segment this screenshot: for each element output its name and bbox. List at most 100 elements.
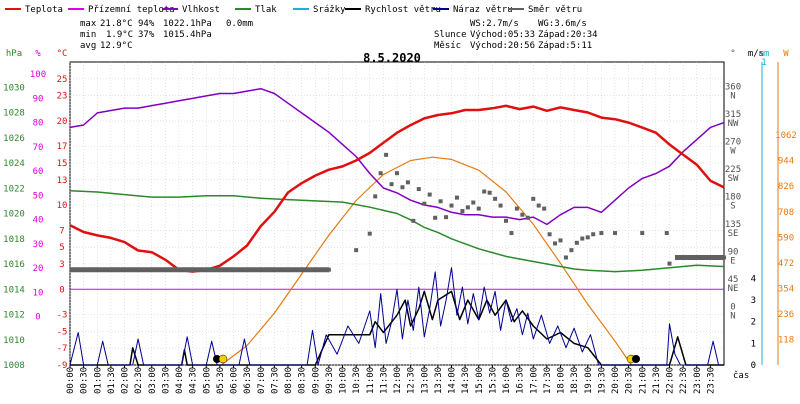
- axis-tick-hpa: 1016: [3, 260, 25, 270]
- axis-tick-wm2: 354: [778, 284, 794, 294]
- axis-tick-pct: 10: [33, 288, 44, 298]
- x-tick-label: 04:30: [189, 367, 199, 394]
- x-tick-label: 07:00: [257, 367, 267, 394]
- axis-tick-wm2: 472: [778, 259, 794, 269]
- wind-direction-point: [384, 152, 389, 157]
- sunrise-marker: [213, 354, 228, 364]
- axis-tick-c: 25: [57, 75, 68, 85]
- stats-max-hum: 94%: [138, 19, 155, 29]
- axis-tick-pct: 40: [33, 216, 44, 226]
- axis-tick-dir: E: [730, 256, 735, 266]
- axis-tick-mm: 1: [761, 58, 766, 68]
- axis-tick-dir: NE: [728, 284, 739, 294]
- moon-label: Měsíc: [434, 41, 461, 51]
- wind-direction-point: [509, 231, 514, 236]
- axis-tick-wm2: 1062: [775, 131, 797, 141]
- wind-direction-point: [514, 206, 519, 211]
- moon-rise: Východ:20:56: [470, 41, 535, 51]
- sun-label: Slunce: [434, 30, 467, 40]
- axis-tick-deg: 225: [725, 165, 741, 175]
- wind-direction-point: [504, 218, 508, 223]
- axis-tick-deg: 315: [725, 110, 741, 120]
- x-tick-label: 06:30: [243, 367, 253, 394]
- axis-tick-wm2: 708: [778, 208, 794, 218]
- axis-title-pct: %: [35, 49, 41, 59]
- x-tick-label: 05:00: [202, 367, 212, 394]
- x-tick-label: 14:00: [448, 367, 458, 394]
- x-axis-label: čas: [733, 370, 749, 381]
- axis-tick-dir: W: [730, 146, 736, 156]
- stats-avg-temp: 12.9°C: [100, 41, 133, 51]
- x-tick-label: 18:00: [557, 367, 567, 394]
- axis-tick-dir: S: [730, 201, 735, 211]
- x-tick-label: 03:00: [148, 367, 158, 394]
- wind-direction-point: [326, 267, 331, 272]
- axis-tick-dir: SW: [728, 174, 739, 184]
- axis-tick-hpa: 1024: [3, 159, 25, 169]
- wind-direction-point: [482, 189, 487, 194]
- x-tick-label: 01:00: [93, 367, 103, 394]
- axis-title-deg: °: [730, 49, 735, 59]
- axis-title-hpa: hPa: [6, 49, 22, 59]
- wind-direction-point: [373, 194, 378, 199]
- x-tick-label: 21:00: [638, 367, 648, 394]
- axis-tick-dir: SE: [728, 229, 739, 239]
- wind-direction-point: [454, 195, 459, 200]
- axis-tick-ms: 2: [751, 318, 756, 328]
- wind-direction-point: [640, 231, 645, 236]
- sunset-marker: [626, 354, 640, 364]
- axis-tick-hpa: 1008: [3, 361, 25, 371]
- axis-tick-hpa: 1010: [3, 336, 25, 346]
- axis-tick-pct: 0: [35, 313, 40, 323]
- stats-min-temp: 1.9°C: [106, 30, 133, 40]
- axis-tick-hpa: 1030: [3, 83, 25, 93]
- axis-tick-hpa: 1026: [3, 134, 25, 144]
- legend-label-srazky: Srážky: [313, 5, 346, 15]
- axis-tick-hpa: 1018: [3, 235, 25, 245]
- wind-direction-point: [520, 212, 525, 217]
- wind-direction-point: [574, 240, 579, 245]
- series-layer: [69, 87, 726, 366]
- axis-tick-hpa: 1028: [3, 109, 25, 119]
- x-tick-label: 17:30: [543, 367, 553, 394]
- x-tick-label: 20:30: [625, 367, 635, 394]
- x-tick-label: 15:30: [488, 367, 498, 394]
- axis-tick-c: 10: [57, 201, 68, 211]
- legend: Teplota Přízemní teplota Vlhkost Tlak Srážky…: [5, 5, 582, 15]
- axis-tick-deg: 45: [728, 275, 739, 285]
- x-tick-label: 13:00: [420, 367, 430, 394]
- wind-direction-point: [354, 248, 359, 253]
- x-tick-label: 07:30: [270, 367, 280, 394]
- axis-tick-dir: N: [730, 91, 735, 101]
- wind-direction-point: [599, 231, 604, 236]
- axis-tick-hpa: 1022: [3, 184, 25, 194]
- x-tick-label: 09:30: [325, 367, 335, 394]
- stats-min-hum: 37%: [138, 30, 155, 40]
- stats-block: max 21.8°C 94% 1022.1hPa 0.0mm min 1.9°C…: [80, 19, 253, 51]
- axis-tick-deg: 180: [725, 192, 741, 202]
- wind-direction-point: [471, 200, 476, 205]
- x-tick-label: 08:30: [298, 367, 308, 394]
- x-tick-label: 15:00: [475, 367, 485, 394]
- axis-tick-pct: 100: [30, 70, 46, 80]
- chart-title: 8.5.2020: [363, 51, 421, 65]
- axis-tick-pct: 30: [33, 240, 44, 250]
- axis-title-mm: mm: [759, 49, 770, 59]
- axis-tick-ms: 1: [751, 339, 756, 349]
- axis-tick-deg: 0: [730, 302, 735, 312]
- x-tick-label: 02:00: [121, 367, 131, 394]
- wind-direction-point: [542, 206, 547, 211]
- axis-tick-pct: 50: [33, 191, 44, 201]
- series-line-vlhkost: [69, 87, 725, 226]
- axis-tick-deg: 360: [725, 82, 741, 92]
- x-tick-label: 06:00: [230, 367, 240, 394]
- axis-tick-c: 15: [57, 159, 68, 169]
- stats-min-label: min: [80, 30, 96, 40]
- series-line-tlak: [69, 190, 725, 273]
- axis-tick-pct: 80: [33, 119, 44, 129]
- series-line-slunce: [220, 156, 632, 366]
- wind-direction-point: [563, 255, 568, 260]
- sun-set-icon: [632, 355, 640, 363]
- x-tick-label: 12:00: [393, 367, 403, 394]
- axis-title-c: °C: [57, 49, 68, 59]
